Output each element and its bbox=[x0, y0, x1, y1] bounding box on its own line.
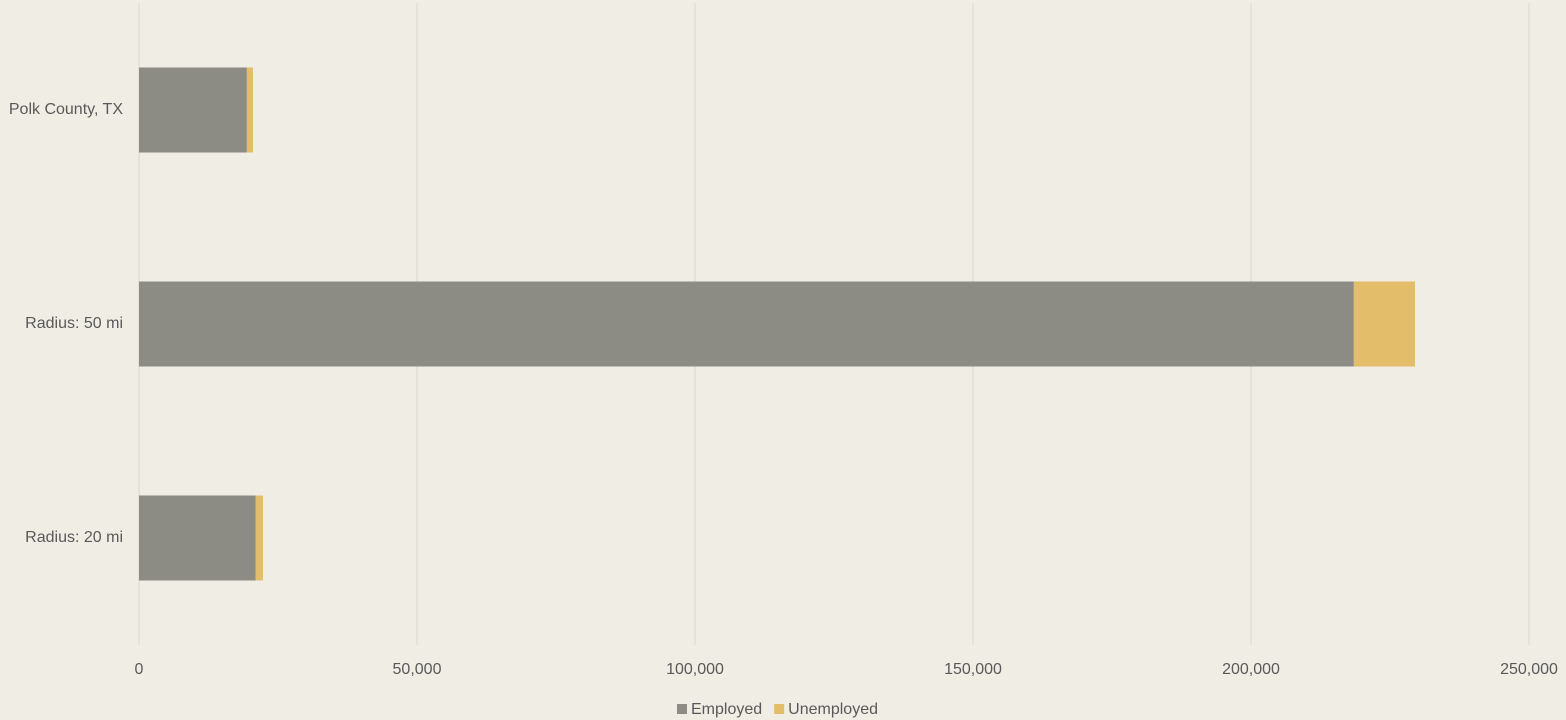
legend-label: Employed bbox=[691, 701, 762, 718]
bar-segment bbox=[139, 281, 1354, 367]
legend-label: Unemployed bbox=[788, 701, 878, 718]
x-tick-label: 100,000 bbox=[666, 661, 724, 678]
x-tick-label: 50,000 bbox=[393, 661, 442, 678]
y-tick-label: Radius: 20 mi bbox=[25, 529, 123, 546]
legend-swatch bbox=[677, 704, 687, 714]
y-tick-label: Polk County, TX bbox=[9, 101, 123, 118]
x-tick-label: 250,000 bbox=[1500, 661, 1558, 678]
bar-segment bbox=[139, 495, 256, 581]
x-tick-label: 150,000 bbox=[944, 661, 1002, 678]
bar-segment bbox=[246, 67, 253, 153]
bar-segment bbox=[1353, 281, 1416, 367]
bar-segment bbox=[139, 67, 247, 153]
x-tick-label: 0 bbox=[135, 661, 144, 678]
x-tick-label: 200,000 bbox=[1222, 661, 1280, 678]
legend-swatch bbox=[774, 704, 785, 714]
y-tick-label: Radius: 50 mi bbox=[25, 315, 123, 332]
bar-segment bbox=[255, 495, 263, 581]
